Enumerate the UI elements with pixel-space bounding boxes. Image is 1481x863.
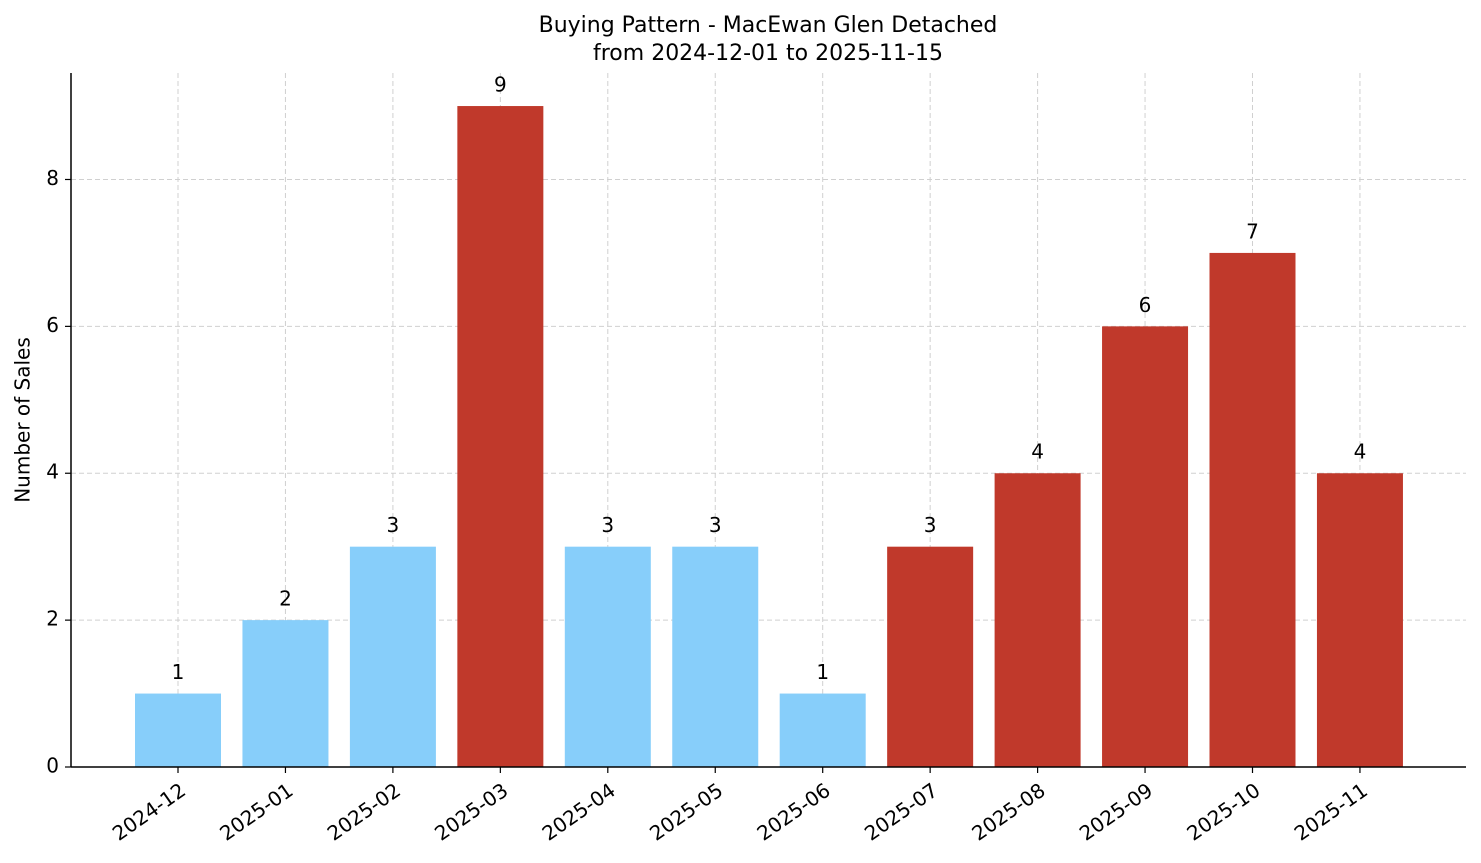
x-tick-label: 2025-01 bbox=[215, 778, 297, 846]
value-label: 4 bbox=[1354, 440, 1367, 464]
value-label: 7 bbox=[1246, 219, 1259, 243]
bar bbox=[1102, 326, 1189, 767]
bar bbox=[135, 693, 221, 767]
x-tick-label: 2025-02 bbox=[323, 778, 405, 846]
x-tick-label: 2025-08 bbox=[967, 778, 1049, 846]
x-tick-label: 2025-07 bbox=[860, 778, 942, 846]
value-label: 3 bbox=[601, 513, 614, 537]
value-label: 1 bbox=[816, 660, 829, 684]
y-axis-label: Number of Sales bbox=[11, 337, 35, 503]
value-label: 3 bbox=[387, 513, 400, 537]
bar bbox=[779, 693, 866, 767]
value-label: 3 bbox=[709, 513, 722, 537]
y-tick-label: 8 bbox=[46, 166, 59, 190]
bar bbox=[242, 620, 329, 767]
x-tick-label: 2025-06 bbox=[752, 778, 834, 846]
value-label: 4 bbox=[1031, 440, 1044, 464]
x-tick-label: 2025-05 bbox=[645, 778, 727, 846]
value-label: 1 bbox=[172, 660, 185, 684]
bar bbox=[1209, 252, 1296, 768]
bar bbox=[672, 546, 759, 767]
x-tick-label: 2025-11 bbox=[1290, 778, 1372, 846]
x-tick-label: 2025-03 bbox=[430, 778, 512, 846]
bar bbox=[994, 473, 1081, 767]
bar bbox=[349, 546, 436, 767]
bar bbox=[457, 106, 544, 768]
value-label: 3 bbox=[924, 513, 937, 537]
y-tick-label: 2 bbox=[46, 607, 59, 631]
y-tick-label: 6 bbox=[46, 313, 59, 337]
bar bbox=[564, 546, 651, 767]
x-tick-label: 2025-04 bbox=[538, 778, 620, 846]
value-label: 9 bbox=[494, 73, 507, 97]
x-tick-label: 2025-09 bbox=[1075, 778, 1157, 846]
y-tick-label: 0 bbox=[46, 754, 59, 778]
chart-title: Buying Pattern - MacEwan Glen Detached bbox=[539, 13, 998, 38]
bar bbox=[887, 546, 974, 767]
value-label: 2 bbox=[279, 587, 292, 611]
chart-subtitle: from 2024-12-01 to 2025-11-15 bbox=[593, 41, 943, 66]
x-tick-label: 2024-12 bbox=[108, 778, 190, 846]
value-label: 6 bbox=[1139, 293, 1152, 317]
bar bbox=[1316, 473, 1403, 767]
x-tick-label: 2025-10 bbox=[1182, 778, 1264, 846]
y-tick-label: 4 bbox=[46, 460, 59, 484]
